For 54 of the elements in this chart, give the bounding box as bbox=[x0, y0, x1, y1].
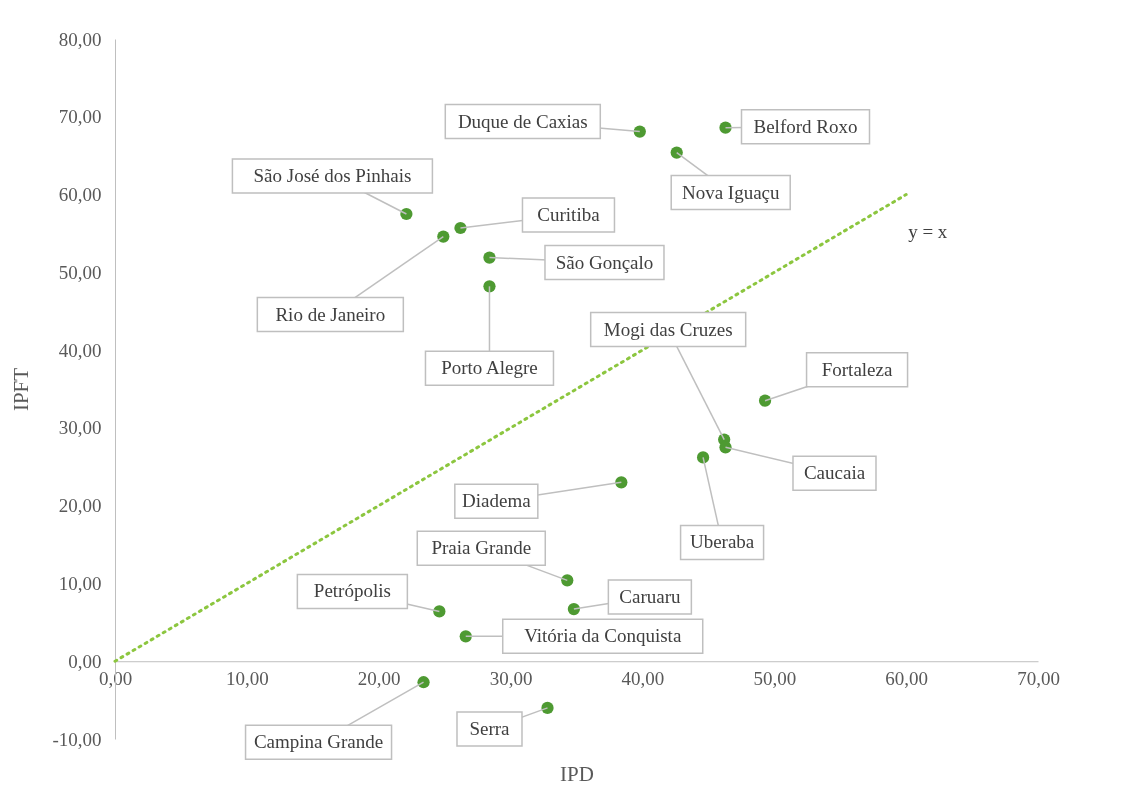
point bbox=[400, 207, 413, 221]
x-axis-title: IPD bbox=[560, 761, 594, 786]
x-tick-label: 10,00 bbox=[225, 667, 269, 689]
annotation: Petrópolis bbox=[313, 580, 391, 602]
point bbox=[454, 221, 467, 235]
annotation: Porto Alegre bbox=[441, 357, 538, 379]
annotation: Curitiba bbox=[537, 204, 601, 225]
y-tick-label: 40,00 bbox=[58, 339, 102, 361]
annotation: Nova Iguaçu bbox=[681, 181, 780, 203]
point bbox=[758, 394, 772, 407]
point bbox=[483, 251, 496, 264]
x-tick-label: 20,00 bbox=[357, 667, 401, 689]
y-tick-label: 50,00 bbox=[58, 261, 102, 283]
point bbox=[433, 605, 446, 618]
point bbox=[459, 630, 472, 643]
annotation: Caucaia bbox=[803, 462, 866, 484]
y-tick-label: 20,00 bbox=[58, 495, 102, 517]
point bbox=[541, 701, 554, 714]
x-tick-label: 70,00 bbox=[1017, 667, 1060, 689]
point bbox=[567, 603, 580, 616]
annotation: Caruaru bbox=[619, 586, 681, 608]
series-label: y = x bbox=[908, 220, 948, 242]
y-tick-label: 60,00 bbox=[58, 184, 102, 206]
annotation: Serra bbox=[469, 717, 511, 739]
annotation: Duque de Caxias bbox=[457, 110, 588, 132]
y-tick-label: 10,00 bbox=[58, 572, 102, 594]
y-tick-label: 80,00 bbox=[58, 28, 102, 50]
point bbox=[719, 441, 732, 454]
y-tick-label: 30,00 bbox=[58, 417, 102, 439]
annotation: Praia Grande bbox=[431, 537, 532, 559]
point bbox=[417, 676, 430, 689]
y-tick-label: -10,00 bbox=[52, 728, 102, 750]
point bbox=[670, 146, 683, 159]
x-tick-label: 30,00 bbox=[489, 667, 533, 689]
annotation: Uberaba bbox=[689, 531, 755, 553]
point bbox=[633, 125, 646, 138]
annotation: São José dos Pinhais bbox=[253, 165, 412, 186]
x-tick-label: 60,00 bbox=[885, 667, 929, 689]
annotation: Rio de Janeiro bbox=[275, 303, 386, 325]
annotation: Belford Roxo bbox=[753, 115, 858, 137]
point bbox=[719, 121, 732, 134]
y-tick-label: 0,00 bbox=[68, 650, 102, 672]
annotation: Campina Grande bbox=[253, 731, 384, 753]
y-axis-title: IPFT bbox=[9, 367, 34, 412]
y-tick-label: 70,00 bbox=[58, 106, 102, 128]
x-tick-label: 40,00 bbox=[621, 667, 665, 689]
annotation: Mogi das Cruzes bbox=[603, 318, 733, 340]
annotation: Diadema bbox=[462, 490, 532, 512]
x-tick-label: 50,00 bbox=[753, 667, 797, 689]
annotation: São Gonçalo bbox=[555, 251, 654, 273]
annotation: Fortaleza bbox=[821, 358, 893, 380]
point bbox=[483, 280, 496, 293]
point bbox=[437, 230, 450, 243]
annotation: Vitória da Conquista bbox=[524, 625, 682, 647]
